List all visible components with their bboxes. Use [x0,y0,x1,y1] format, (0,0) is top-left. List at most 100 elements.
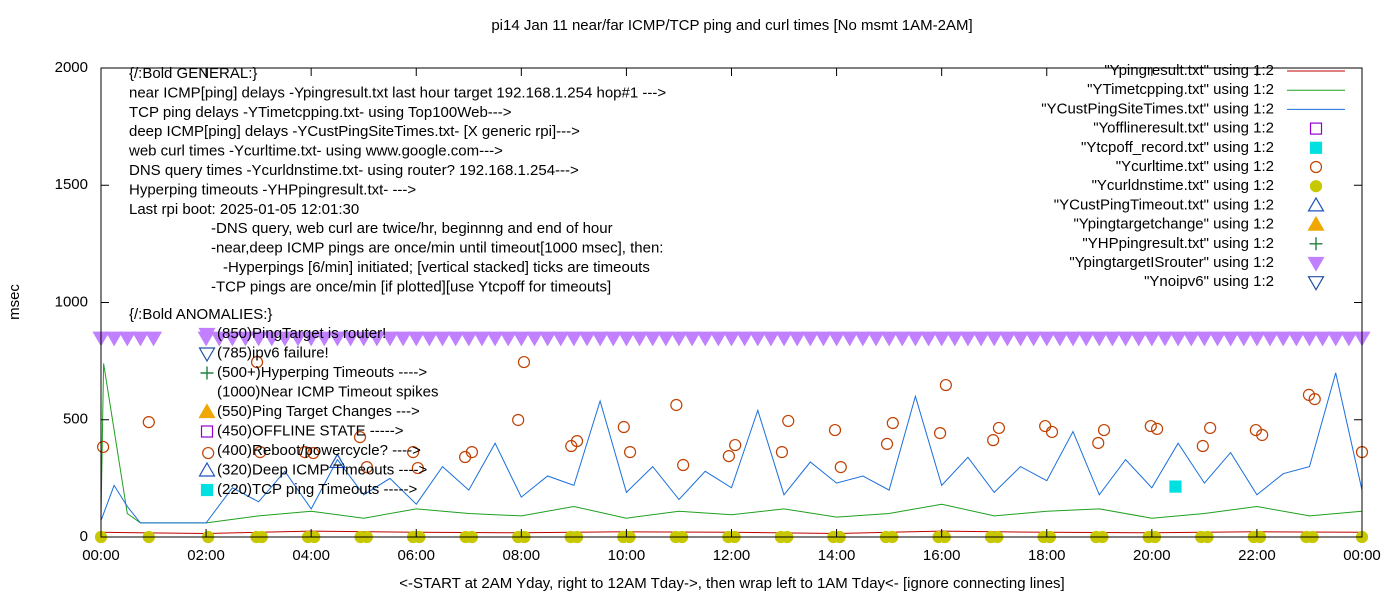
x-tick-label: 00:00 [1343,547,1381,564]
data-point [670,331,688,347]
data-point [775,331,793,347]
anomaly-key-label: (850)PingTarget is router! [217,325,386,342]
legend-label: "Ycurltime.txt" using 1:2 [1116,158,1274,175]
annotation: DNS query times -Ycurldnstime.txt- using… [129,162,579,179]
data-point [236,331,255,347]
data-point [933,427,947,440]
data-point [801,331,819,347]
data-point [142,415,155,429]
y-tick-label: 1000 [55,293,88,310]
data-point [906,331,924,347]
data-point [722,449,735,463]
data-point [105,331,123,347]
data-point [289,331,307,347]
data-point [355,331,373,347]
data-point [1144,419,1157,433]
data-point [828,423,842,437]
annotation: Last rpi boot: 2025-01-05 12:01:30 [129,201,359,218]
annotation: {/:Bold ANOMALIES:} [129,306,272,323]
legend-label: "Ypingresult.txt" using 1:2 [1104,62,1274,79]
data-point [298,446,311,459]
data-point [1235,331,1253,347]
legend-swatch [1307,276,1325,291]
data-point [1208,331,1227,347]
data-point [465,446,479,459]
data-point [1314,331,1332,347]
data-point [368,331,386,347]
data-point [250,355,264,369]
data-point [814,331,832,347]
data-point [1092,436,1105,450]
data-point [223,331,241,347]
data-point [1274,331,1292,347]
annotation: TCP ping delays -YTimetcpping.txt- using… [129,104,512,121]
data-point [360,461,373,474]
data-point [617,420,630,434]
data-point [1064,331,1082,347]
data-point [328,331,346,347]
data-point [834,461,847,474]
data-point [210,331,228,347]
data-point [145,331,163,347]
data-point [1156,331,1174,347]
data-point [1097,423,1111,437]
data-point [591,331,609,347]
data-point [992,421,1006,435]
x-tick-label: 08:00 [503,547,541,564]
legend-label: "Ynoipv6" using 1:2 [1144,273,1274,290]
y-tick-label: 500 [63,411,88,428]
data-point [202,446,215,460]
data-point [1195,331,1213,347]
data-point [1169,331,1187,347]
data-point [1103,331,1121,347]
data-point [1256,428,1269,442]
data-point [933,331,951,347]
data-point [525,331,544,347]
annotation: deep ICMP[ping] delays -YCustPingSiteTim… [129,123,580,140]
data-point [972,331,990,347]
data-point [250,331,268,347]
annotation: near ICMP[ping] delays -Ypingresult.txt … [129,84,666,101]
data-point [604,331,622,347]
data-line [100,372,1363,524]
legend-label: "YHPpingresult.txt" using 1:2 [1082,235,1274,252]
data-point [987,434,1000,447]
annotation: -near,deep ICMP pings are once/min until… [211,240,663,257]
data-point [307,446,320,460]
x-tick-label: 22:00 [1238,547,1276,564]
data-point [565,331,583,347]
data-point [854,331,872,347]
data-point [1090,331,1108,347]
data-point [1169,480,1182,493]
legend-label: "Ypingtargetchange" using 1:2 [1073,216,1274,233]
data-point [736,331,754,347]
data-line [100,363,1363,524]
key-marker [200,366,214,380]
data-point [420,331,438,347]
x-tick-label: 20:00 [1133,547,1171,564]
chart-title: pi14 Jan 11 near/far ICMP/TCP ping and c… [491,17,972,34]
data-point [867,331,885,347]
legend-swatch [1307,215,1325,231]
key-marker [198,347,216,363]
legend-label: "YpingtargetISrouter" using 1:2 [1069,254,1274,271]
data-point [486,331,504,347]
data-point [1077,331,1095,347]
data-point [1182,331,1200,347]
x-tick-label: 02:00 [187,547,225,564]
data-point [1222,331,1240,347]
data-point [1117,331,1135,347]
x-tick-label: 00:00 [82,547,120,564]
data-point [886,416,899,430]
legend-swatch [1309,160,1323,174]
data-point [841,331,859,347]
data-point [328,453,346,469]
data-point [1196,439,1209,453]
data-point [828,331,846,347]
data-point [985,331,1003,347]
legend-label: "Ytcpoff_record.txt" using 1:2 [1081,139,1274,156]
anomaly-key-label: (500+)Hyperping Timeouts ----> [217,364,427,381]
data-point [131,331,149,347]
legend-swatch [1309,237,1323,251]
data-point [623,446,637,459]
